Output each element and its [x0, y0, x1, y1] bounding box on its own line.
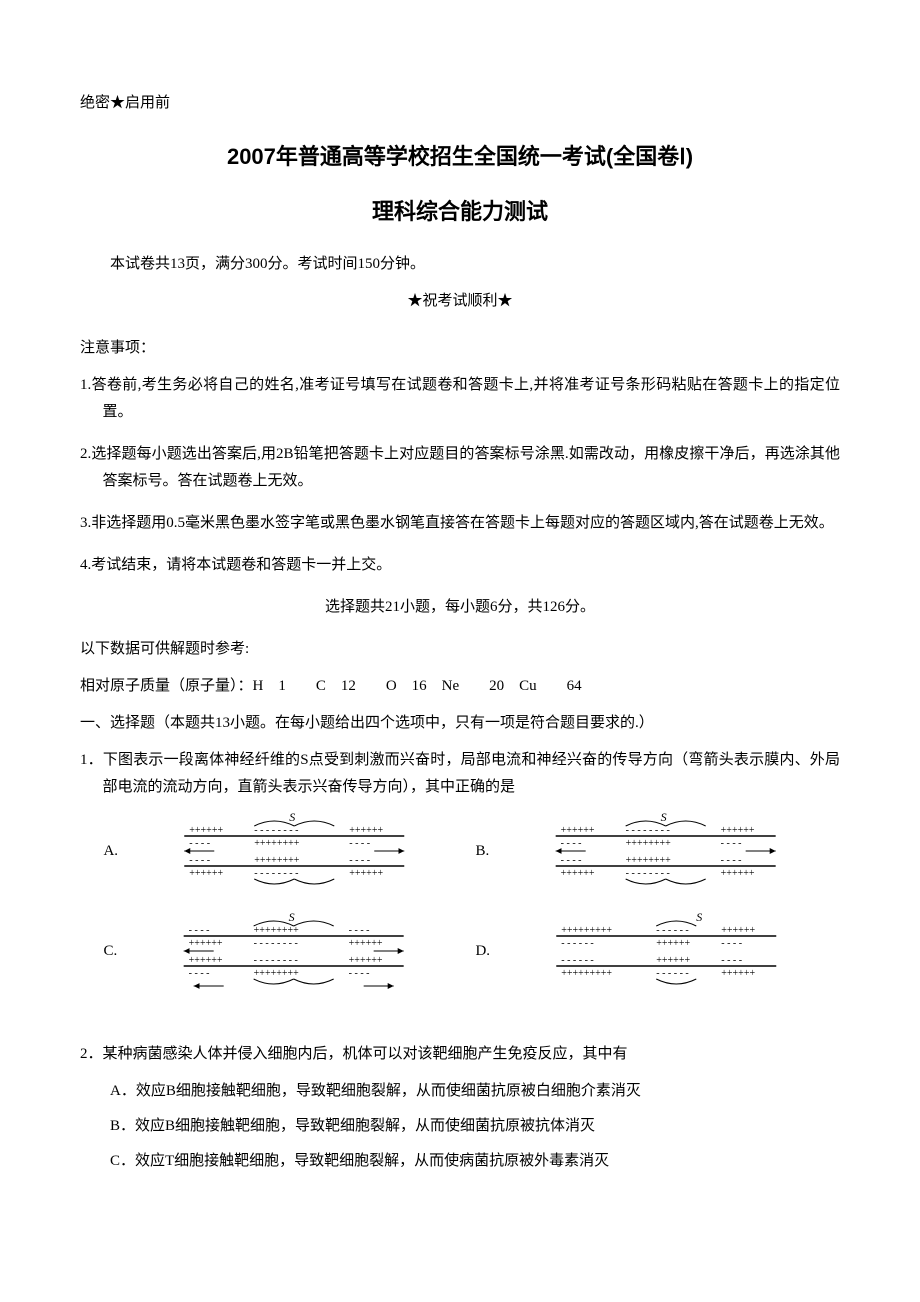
- svg-text:++++++: ++++++: [189, 868, 223, 879]
- svg-text:- - - - - - - -: - - - - - - - -: [254, 955, 298, 966]
- svg-text:++++++++: ++++++++: [254, 838, 299, 849]
- svg-text:++++++: ++++++: [349, 868, 383, 879]
- svg-text:+++++++++: +++++++++: [561, 925, 612, 936]
- nerve-diagram-b: S ++++++ - - - - - - - - ++++++ - - - - …: [499, 811, 832, 891]
- intro-text: 本试卷共13页，满分300分。考试时间150分钟。: [80, 251, 840, 278]
- diagram-option-a: A. S ++++++ - - - - - - - - ++++++ - - -…: [103, 811, 460, 891]
- question-1: 1．下图表示一段离体神经纤维的S点受到刺激而兴奋时，局部电流和神经兴奋的传导方向…: [80, 747, 840, 801]
- nerve-diagram-a: S ++++++ - - - - - - - - ++++++ - - - - …: [128, 811, 461, 891]
- nerve-diagram-d: S +++++++++ - - - - - - ++++++ - - - - -…: [500, 911, 833, 991]
- svg-text:- - - -: - - - -: [561, 855, 582, 866]
- subtitle: 理科综合能力测试: [80, 192, 840, 232]
- svg-text:- - - - - -: - - - - - -: [561, 938, 593, 949]
- svg-text:- - - -: - - - -: [349, 925, 370, 936]
- svg-text:++++++: ++++++: [561, 868, 595, 879]
- svg-text:++++++: ++++++: [349, 938, 383, 949]
- svg-text:++++++: ++++++: [721, 925, 755, 936]
- svg-text:++++++: ++++++: [721, 868, 755, 879]
- svg-text:S: S: [661, 811, 667, 824]
- svg-text:S: S: [289, 811, 295, 824]
- classification-label: 绝密★启用前: [80, 90, 840, 117]
- svg-text:- - - - - - - -: - - - - - - - -: [254, 868, 298, 879]
- notice-item-2: 2.选择题每小题选出答案后,用2B铅笔把答题卡上对应题目的答案标号涂黑.如需改动…: [80, 441, 840, 495]
- svg-text:++++++: ++++++: [349, 955, 383, 966]
- notice-header: 注意事项：: [80, 335, 840, 362]
- svg-text:- - - -: - - - -: [189, 838, 210, 849]
- svg-text:- - - - - - - -: - - - - - - - -: [626, 825, 670, 836]
- section-header: 一、选择题（本题共13小题。在每小题给出四个选项中，只有一项是符合题目要求的.）: [80, 710, 840, 737]
- svg-text:+++++++++: +++++++++: [561, 968, 612, 979]
- svg-text:- - - -: - - - -: [721, 955, 742, 966]
- svg-text:- - - -: - - - -: [561, 838, 582, 849]
- svg-text:- - - -: - - - -: [721, 938, 742, 949]
- svg-text:++++++: ++++++: [189, 955, 223, 966]
- svg-text:++++++: ++++++: [656, 955, 690, 966]
- svg-text:- - - -: - - - -: [349, 855, 370, 866]
- good-luck-text: ★祝考试顺利★: [80, 288, 840, 315]
- diagram-option-c: C. S - - - - ++++++++ - - - - ++++++ - -…: [103, 911, 460, 991]
- notice-item-4: 4.考试结束，请将本试题卷和答题卡一并上交。: [80, 552, 840, 579]
- q2-option-c: C．效应T细胞接触靶细胞，导致靶细胞裂解，从而使病菌抗原被外毒素消灭: [80, 1148, 840, 1175]
- svg-text:++++++: ++++++: [721, 968, 755, 979]
- svg-text:++++++++: ++++++++: [254, 925, 299, 936]
- svg-text:++++++: ++++++: [349, 825, 383, 836]
- svg-text:- - - -: - - - -: [189, 855, 210, 866]
- svg-text:- - - - - -: - - - - - -: [656, 968, 688, 979]
- diagram-option-b: B. S ++++++ - - - - - - - - ++++++ - - -…: [475, 811, 832, 891]
- diagram-label-a: A.: [103, 838, 118, 865]
- svg-text:- - - -: - - - -: [721, 855, 742, 866]
- svg-text:- - - -: - - - -: [189, 925, 210, 936]
- question-2: 2．某种病菌感染人体并侵入细胞内后，机体可以对该靶细胞产生免疫反应，其中有: [80, 1041, 840, 1068]
- svg-text:++++++++: ++++++++: [254, 968, 299, 979]
- svg-text:- - - - - -: - - - - - -: [561, 955, 593, 966]
- svg-text:++++++++: ++++++++: [626, 855, 671, 866]
- svg-text:- - - -: - - - -: [189, 968, 210, 979]
- section-info: 选择题共21小题，每小题6分，共126分。: [80, 594, 840, 621]
- notice-item-3: 3.非选择题用0.5毫米黑色墨水签字笔或黑色墨水钢笔直接答在答题卡上每题对应的答…: [80, 510, 840, 537]
- svg-text:++++++: ++++++: [656, 938, 690, 949]
- svg-text:++++++: ++++++: [721, 825, 755, 836]
- diagram-label-c: C.: [103, 938, 117, 965]
- svg-text:- - - - - - - -: - - - - - - - -: [254, 938, 298, 949]
- svg-text:S: S: [696, 911, 702, 924]
- svg-text:++++++++: ++++++++: [626, 838, 671, 849]
- svg-text:S: S: [289, 911, 295, 924]
- q2-option-a: A．效应B细胞接触靶细胞，导致靶细胞裂解，从而使细菌抗原被白细胞介素消灭: [80, 1078, 840, 1105]
- svg-text:- - - - - -: - - - - - -: [656, 925, 688, 936]
- main-title: 2007年普通高等学校招生全国统一考试(全国卷Ⅰ): [80, 137, 840, 177]
- diagram-option-d: D. S +++++++++ - - - - - - ++++++ - - - …: [475, 911, 832, 991]
- diagram-container: A. S ++++++ - - - - - - - - ++++++ - - -…: [80, 811, 840, 1011]
- q2-option-b: B．效应B细胞接触靶细胞，导致靶细胞裂解，从而使细菌抗原被抗体消灭: [80, 1113, 840, 1140]
- svg-text:- - - -: - - - -: [349, 968, 370, 979]
- nerve-diagram-c: S - - - - ++++++++ - - - - ++++++ - - - …: [127, 911, 460, 991]
- reference-text: 以下数据可供解题时参考:: [80, 636, 840, 663]
- svg-text:++++++: ++++++: [189, 825, 223, 836]
- svg-text:- - - - - - - -: - - - - - - - -: [254, 825, 298, 836]
- diagram-label-b: B.: [475, 838, 489, 865]
- diagram-label-d: D.: [475, 938, 490, 965]
- svg-text:++++++: ++++++: [189, 938, 223, 949]
- svg-text:- - - -: - - - -: [721, 838, 742, 849]
- notice-item-1: 1.答卷前,考生务必将自己的姓名,准考证号填写在试题卷和答题卡上,并将准考证号条…: [80, 372, 840, 426]
- svg-text:- - - - - - - -: - - - - - - - -: [626, 868, 670, 879]
- svg-text:- - - -: - - - -: [349, 838, 370, 849]
- atomic-mass: 相对原子质量（原子量）：H 1 C 12 O 16 Ne 20 Cu 64: [80, 673, 840, 700]
- svg-text:++++++++: ++++++++: [254, 855, 299, 866]
- svg-text:++++++: ++++++: [561, 825, 595, 836]
